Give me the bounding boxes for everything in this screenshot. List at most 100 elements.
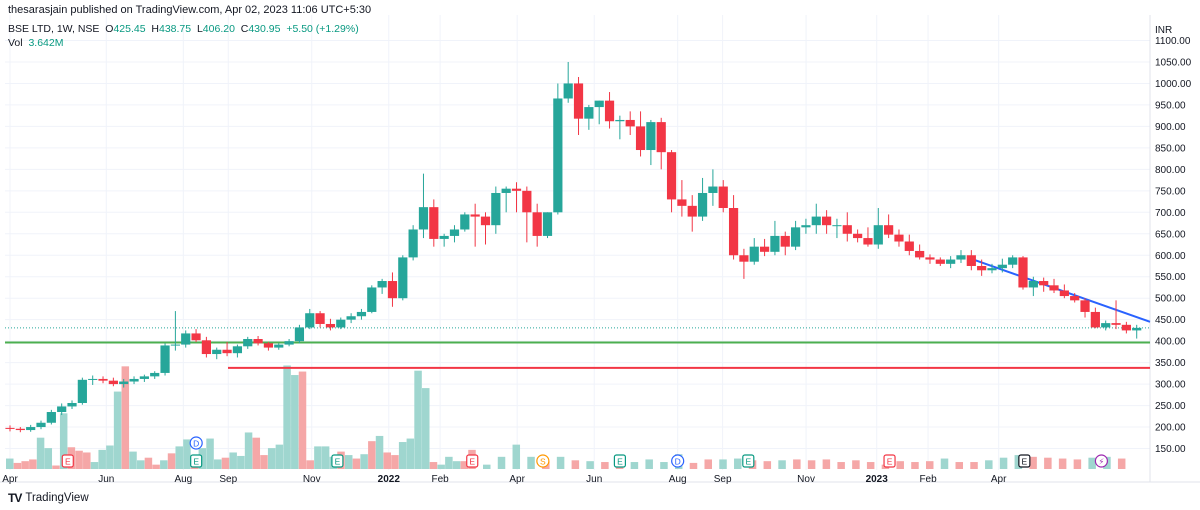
volume-bar [422,388,430,469]
volume-bar [321,446,330,469]
price-tick-label: 800.00 [1155,165,1186,176]
volume-bar [1073,459,1082,469]
candle-body [759,246,770,252]
candle-body [666,152,677,200]
volume-bar [298,371,307,469]
time-tick-label: Apr [2,474,18,485]
candle-body [1101,323,1111,328]
volume-bar [106,445,114,469]
volume-bar [497,456,506,469]
candle-body [811,216,821,226]
volume-bar [206,438,214,469]
candle-body [201,340,211,355]
time-tick-label: Feb [919,474,937,485]
volume-bar [1117,458,1126,469]
volume-bar [645,459,653,469]
candle-body [646,122,656,151]
volume-bar [260,455,268,469]
candle-body [243,339,253,347]
currency-label: INR [1155,25,1172,36]
volume-bar [1044,457,1052,469]
candle-body [915,250,925,258]
volume-bar [406,438,415,469]
candle-body [553,98,563,213]
candle-body [780,235,790,247]
time-tick-label: Aug [174,474,192,485]
volume-bar [793,459,801,469]
volume-bar [214,459,222,469]
candle-body [119,381,129,385]
volume-bar [136,460,145,469]
volume-bar [414,370,422,469]
volume-bar [36,437,45,469]
volume-bar [452,461,461,469]
price-tick-label: 900.00 [1155,122,1186,133]
volume-bar [630,462,639,469]
candle-body [439,235,449,239]
time-tick-label: Nov [797,474,815,485]
candle-body [232,346,243,354]
legend-ohlc-row: BSE LTD, 1W, NSE O425.45 H438.75 L406.20… [8,23,359,35]
candle-body [604,100,615,122]
candle-body [739,255,749,262]
candle-body [935,259,945,264]
event-markers: EDE E E S E D E E E ⚡ [61,436,1109,468]
candle-body [129,378,139,382]
candle-body [429,207,439,239]
price-tick-label: 350.00 [1155,358,1186,369]
candle-body [26,427,36,431]
candle-body [46,412,56,423]
volume-bar [98,449,106,469]
price-tick-label: 500.00 [1155,294,1186,305]
legend-change: +5.50 (+1.29%) [286,23,359,35]
candle-body [615,119,625,122]
candle-body [677,199,687,206]
legend-close: 430.95 [248,23,281,35]
candle-body [832,225,842,227]
legend-open: 425.45 [113,23,146,35]
volume-bar [586,461,594,469]
candle-body [563,83,573,99]
volume-bar [198,448,207,469]
price-tick-label: 400.00 [1155,337,1186,348]
legend-vol-value: 3.642M [28,37,64,49]
volume-bar [985,460,993,469]
time-tick-label: Sep [714,474,732,485]
candle-body [718,186,728,209]
candle-body [480,216,491,226]
candle-body [253,339,263,344]
legend-low: 406.20 [202,23,235,35]
candle-body [501,188,511,193]
candle-body [863,238,873,245]
event-marker-box [883,454,896,468]
volume-bar [391,455,399,469]
volume-bar [911,462,919,469]
volume-bar [689,462,698,469]
event-marker-box [466,454,479,468]
candle-body [36,422,46,428]
volume-bar [275,444,284,469]
footer-brand[interactable]: TV TradingView [8,491,89,505]
candle-body [222,349,232,354]
volume-bar [291,375,299,469]
time-tick-label: Jun [98,474,114,485]
volume-bar [360,454,368,469]
candle-body [1059,290,1069,297]
candle-body [1121,324,1131,331]
volume-bar [375,435,384,469]
volume-bar [121,366,130,469]
price-tick-label: 550.00 [1155,272,1186,283]
candle-body [656,122,666,153]
volume-bar [778,460,786,469]
candle-body [387,281,398,299]
volume-bar [252,437,261,469]
legend-symbol: BSE LTD, 1W, NSE [8,23,100,35]
candle-body [284,341,294,345]
volume-bar [113,391,122,469]
event-marker-label: S [540,457,546,467]
volume-bar [660,462,668,469]
candle-body [398,257,408,299]
volume-bar [734,458,742,469]
